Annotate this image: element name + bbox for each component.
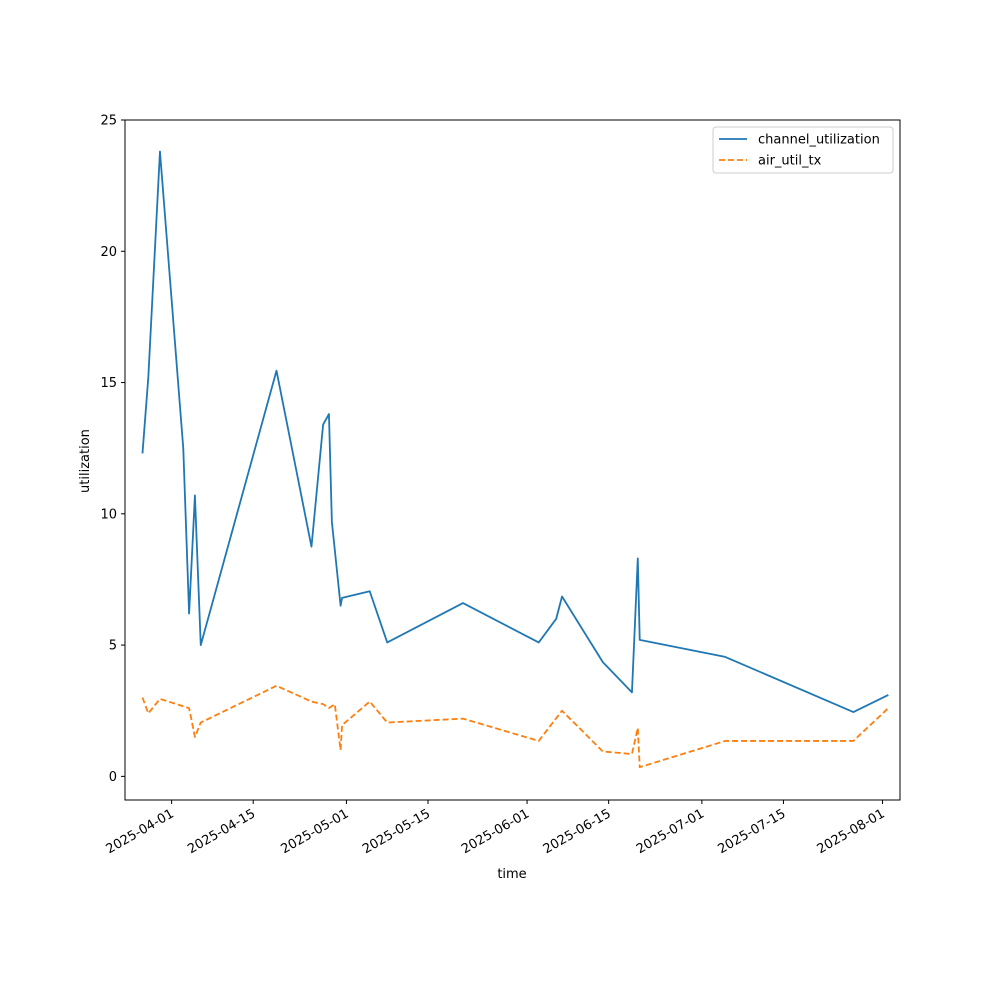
y-axis-label: utilization xyxy=(78,429,93,493)
legend-label: air_util_tx xyxy=(758,154,822,169)
y-tick-label: 5 xyxy=(109,639,117,654)
legend-label: channel_utilization xyxy=(758,133,880,148)
series-line-channel-utilization xyxy=(141,150,889,713)
x-axis-label: time xyxy=(497,867,526,882)
legend-box xyxy=(712,126,894,174)
y-axis: 0 5 10 15 20 25 xyxy=(100,114,125,785)
y-tick-label: 20 xyxy=(100,245,117,260)
plot-area xyxy=(141,150,889,769)
series-line-air-util-tx xyxy=(141,684,889,769)
plot-frame xyxy=(124,119,901,801)
legend: channel_utilization air_util_tx xyxy=(712,126,894,174)
y-tick-label: 0 xyxy=(109,770,117,785)
y-tick-label: 25 xyxy=(100,114,117,129)
y-tick-label: 10 xyxy=(100,507,117,522)
y-tick-label: 15 xyxy=(100,376,117,391)
